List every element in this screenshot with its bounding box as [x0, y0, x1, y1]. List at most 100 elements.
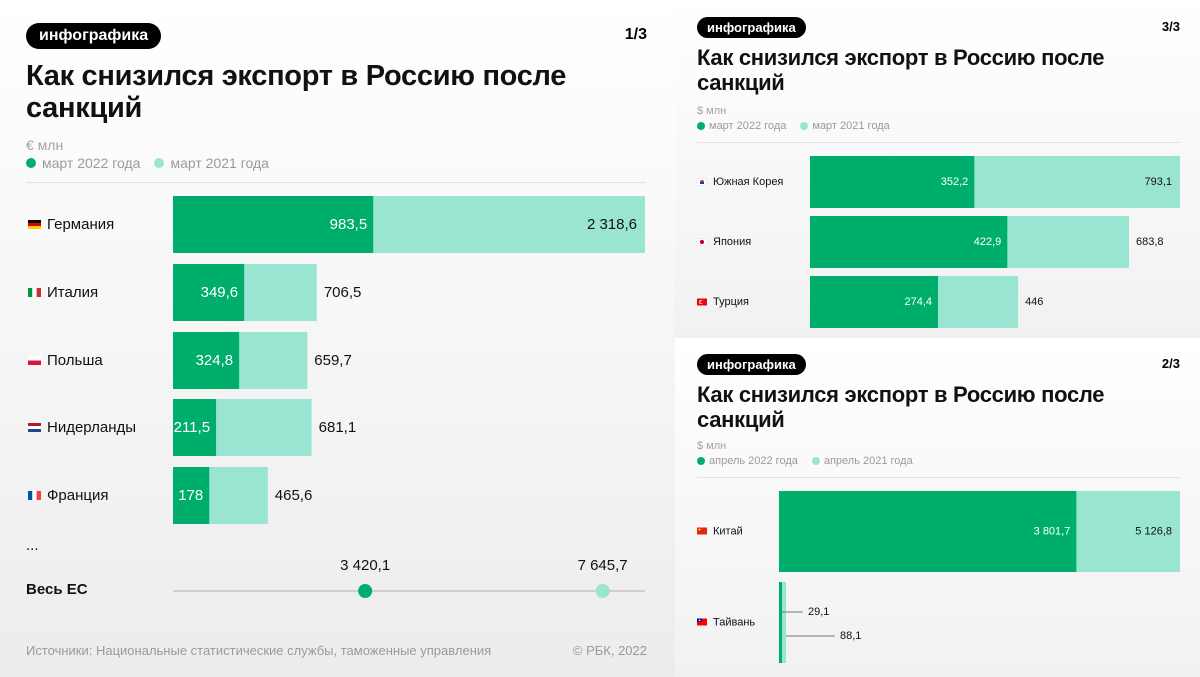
legend-dot-2021 — [800, 122, 809, 130]
flag-kr-icon — [696, 178, 708, 186]
legend-dot-2021 — [811, 457, 820, 465]
value-label-2022: 983,5 — [330, 216, 368, 233]
flag-tw-icon — [697, 618, 707, 626]
copyright: © РБК, 2022 — [572, 643, 647, 658]
flag-cn-icon — [697, 527, 707, 535]
legend: март 2022 года март 2021 года — [697, 120, 904, 132]
legend-dot-2021 — [154, 158, 165, 168]
title-line-1: Как снизился экспорт в Россию после — [26, 60, 567, 92]
divider — [26, 182, 646, 183]
source-note: Источники: Национальные статистические с… — [26, 643, 492, 658]
flag-de-icon — [28, 220, 41, 229]
value-label-2022: 211,5 — [174, 419, 210, 436]
legend-label-2022: март 2022 года — [709, 120, 787, 132]
category-label: Турция — [713, 296, 749, 308]
legend-label-2021: март 2021 года — [812, 120, 890, 132]
bar-2022 — [779, 582, 782, 663]
legend: март 2022 года март 2021 года — [26, 155, 283, 171]
page-title: Как снизился экспорт в Россию после санк… — [697, 45, 1187, 95]
legend-label-2022: апрель 2022 года — [709, 455, 798, 467]
total-label: Весь ЕС — [26, 581, 88, 598]
value-label-2021: 793,1 — [1144, 176, 1172, 188]
category-label: Италия — [47, 284, 98, 301]
divider — [697, 477, 1180, 478]
value-label-2022: 422,9 — [974, 236, 1002, 248]
total-value-2021: 7 645,7 — [578, 557, 628, 574]
page-title: Как снизился экспорт в Россию после санк… — [697, 382, 1187, 432]
title-line-2: санкций — [697, 406, 785, 432]
bar-2022 — [810, 216, 1008, 268]
category-label: Германия — [47, 216, 114, 233]
legend-dot-2022 — [26, 158, 36, 168]
chart-asia-march: Южная Корея 352,2 793,1 Япония 422,9 683,8 Тур… — [696, 156, 1180, 328]
category-label: Польша — [47, 352, 103, 369]
value-label-2022: 29,1 — [808, 606, 829, 618]
value-label-2021: 5 126,8 — [1135, 526, 1172, 538]
page-number: 3/3 — [1161, 19, 1180, 34]
category-label: Китай — [713, 526, 743, 538]
panel-asia-april: инфографика 2/3 Как снизился экспорт в Р… — [675, 340, 1200, 677]
value-label-2021: 446 — [1025, 296, 1043, 308]
legend-dot-2022 — [697, 457, 705, 465]
title-line-2: санкций — [697, 69, 785, 95]
legend-label-2022: март 2022 года — [42, 155, 141, 171]
bar-2021 — [779, 582, 786, 663]
flag-it-icon — [28, 288, 41, 297]
total-value-2022: 3 420,1 — [340, 557, 390, 574]
category-label: Франция — [47, 487, 108, 504]
value-label-2022: 352,2 — [941, 176, 969, 188]
bar-2022 — [173, 332, 240, 389]
panel-asia-march: инфографика 3/3 Как снизился экспорт в Р… — [675, 0, 1200, 338]
value-label-2022: 349,6 — [201, 284, 239, 301]
value-label-2021: 465,6 — [275, 487, 313, 504]
value-label-2021: 681,1 — [319, 419, 357, 436]
bar-2022 — [173, 399, 217, 456]
unit-label: $ млн — [697, 440, 727, 452]
chart-asia-april: Китай 3 801,7 5 126,8 Тайвань 29,1 88,1 — [697, 491, 1180, 663]
flag-fr-icon — [28, 491, 41, 500]
value-label-2022: 3 801,7 — [1034, 526, 1071, 538]
infographic-badge: инфографика — [697, 17, 806, 38]
total-marker-2021 — [595, 584, 610, 598]
page-number: 1/3 — [624, 26, 647, 43]
category-label: Нидерланды — [47, 419, 136, 436]
value-label-2022: 274,4 — [904, 296, 932, 308]
value-label-2021: 683,8 — [1136, 236, 1164, 248]
legend: апрель 2022 года апрель 2021 года — [697, 455, 927, 467]
value-label-2021: 659,7 — [314, 352, 352, 369]
unit-label: € млн — [26, 137, 64, 153]
bar-2022 — [173, 196, 374, 253]
infographic-badge: инфографика — [697, 354, 806, 375]
flag-jp-icon — [696, 238, 708, 246]
bar-2022 — [779, 491, 1077, 572]
total-marker-2022 — [358, 584, 373, 598]
flag-tr-icon — [697, 298, 707, 306]
panel-eu: инфографика 1/3 Как снизился экспорт в Р… — [0, 0, 675, 677]
title-line-2: санкций — [26, 92, 143, 125]
value-label-2021: 706,5 — [324, 284, 362, 301]
page-title: Как снизился экспорт в Россию после санк… — [26, 60, 646, 125]
bar-2022 — [810, 276, 939, 328]
value-label-2021: 88,1 — [840, 630, 861, 642]
value-label-2021: 2 318,6 — [587, 216, 637, 233]
chart-eu-countries: Германия 983,5 2 318,6 Италия 349,6 706,5 Поль… — [28, 196, 645, 598]
legend-label-2021: апрель 2021 года — [823, 455, 913, 467]
divider — [697, 142, 1180, 143]
ellipsis: ... — [26, 537, 39, 554]
category-label: Южная Корея — [713, 176, 783, 188]
bar-2022 — [173, 467, 210, 524]
category-label: Япония — [713, 236, 751, 248]
legend-label-2021: март 2021 года — [170, 155, 269, 171]
title-line-1: Как снизился экспорт в Россию после — [697, 45, 1105, 70]
infographic-badge: инфографика — [26, 23, 162, 49]
value-label-2022: 178 — [178, 487, 203, 504]
page-number: 2/3 — [1161, 356, 1180, 371]
unit-label: $ млн — [697, 105, 727, 117]
flag-pl-icon — [28, 356, 41, 365]
bar-2022 — [173, 264, 245, 321]
value-label-2022: 324,8 — [196, 352, 234, 369]
category-label: Тайвань — [713, 617, 755, 629]
flag-nl-icon — [28, 423, 41, 432]
legend-dot-2022 — [697, 122, 705, 130]
bar-2022 — [810, 156, 975, 208]
